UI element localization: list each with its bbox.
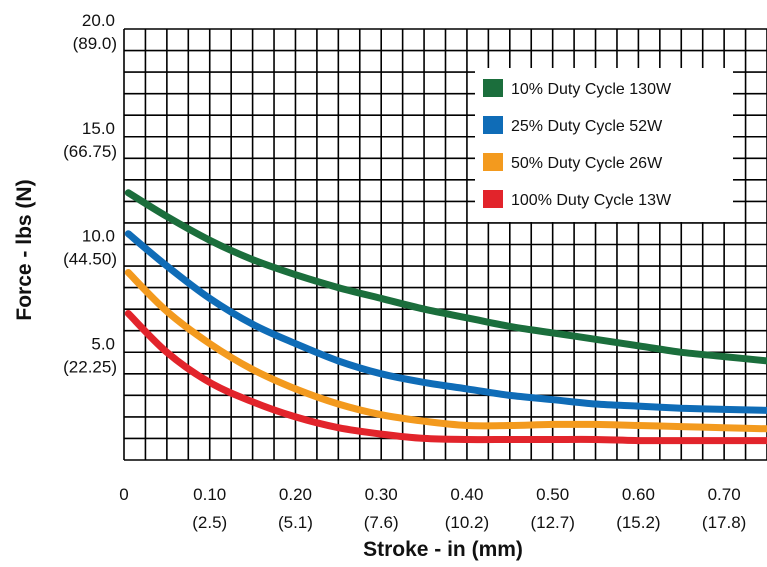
x-tick-label: 0.40 xyxy=(450,485,483,504)
x-tick-label: 0.50 xyxy=(536,485,569,504)
x-tick-label: 0.70 xyxy=(708,485,741,504)
legend-swatch xyxy=(483,153,503,171)
y-axis-title: Force - lbs (N) xyxy=(13,179,36,320)
series-line-3 xyxy=(124,269,767,433)
x-axis-title: Stroke - in (mm) xyxy=(363,538,523,561)
x-tick-sublabel: (5.1) xyxy=(278,513,313,532)
y-tick-sublabel: (22.25) xyxy=(63,357,117,376)
x-tick-label: 0 xyxy=(119,485,128,504)
y-tick-sublabel: (89.0) xyxy=(73,34,117,53)
legend-label: 100% Duty Cycle 13W xyxy=(511,192,672,209)
legend-swatch xyxy=(483,116,503,134)
series-line-4 xyxy=(124,310,767,445)
x-tick-label: 0.10 xyxy=(193,485,226,504)
y-tick-label: 15.0 xyxy=(82,119,115,138)
legend: 10% Duty Cycle 130W 25% Duty Cycle 52W 50%… xyxy=(475,68,733,222)
legend-label: 25% Duty Cycle 52W xyxy=(511,118,663,135)
x-tick-sublabel: (15.2) xyxy=(616,513,660,532)
x-axis-ticks: 0 0.10 (2.5) 0.20 (5.1) 0.30 (7.6) 0.40 (10.2) 0.… xyxy=(119,485,746,532)
legend-swatch xyxy=(483,79,503,97)
legend-box xyxy=(475,68,733,222)
legend-swatch xyxy=(483,190,503,208)
series-lines xyxy=(124,189,767,445)
x-tick-sublabel: (2.5) xyxy=(192,513,227,532)
y-tick-sublabel: (66.75) xyxy=(63,142,117,161)
y-tick-sublabel: (44.50) xyxy=(63,250,117,269)
x-tick-label: 0.60 xyxy=(622,485,655,504)
x-tick-sublabel: (12.7) xyxy=(530,513,574,532)
x-tick-sublabel: (10.2) xyxy=(445,513,489,532)
y-tick-label: 10.0 xyxy=(82,227,115,246)
y-axis-ticks: 5.0 (22.25) 10.0 (44.50) 15.0 (66.75) 20.0 (89.… xyxy=(63,11,117,376)
x-tick-label: 0.20 xyxy=(279,485,312,504)
legend-label: 50% Duty Cycle 26W xyxy=(511,155,663,172)
legend-label: 10% Duty Cycle 130W xyxy=(511,81,672,98)
y-tick-label: 5.0 xyxy=(91,334,115,353)
x-tick-label: 0.30 xyxy=(365,485,398,504)
x-tick-sublabel: (17.8) xyxy=(702,513,746,532)
series-line-2 xyxy=(124,230,767,414)
y-tick-label: 20.0 xyxy=(82,11,115,30)
series-line-1 xyxy=(124,189,767,365)
x-tick-sublabel: (7.6) xyxy=(364,513,399,532)
